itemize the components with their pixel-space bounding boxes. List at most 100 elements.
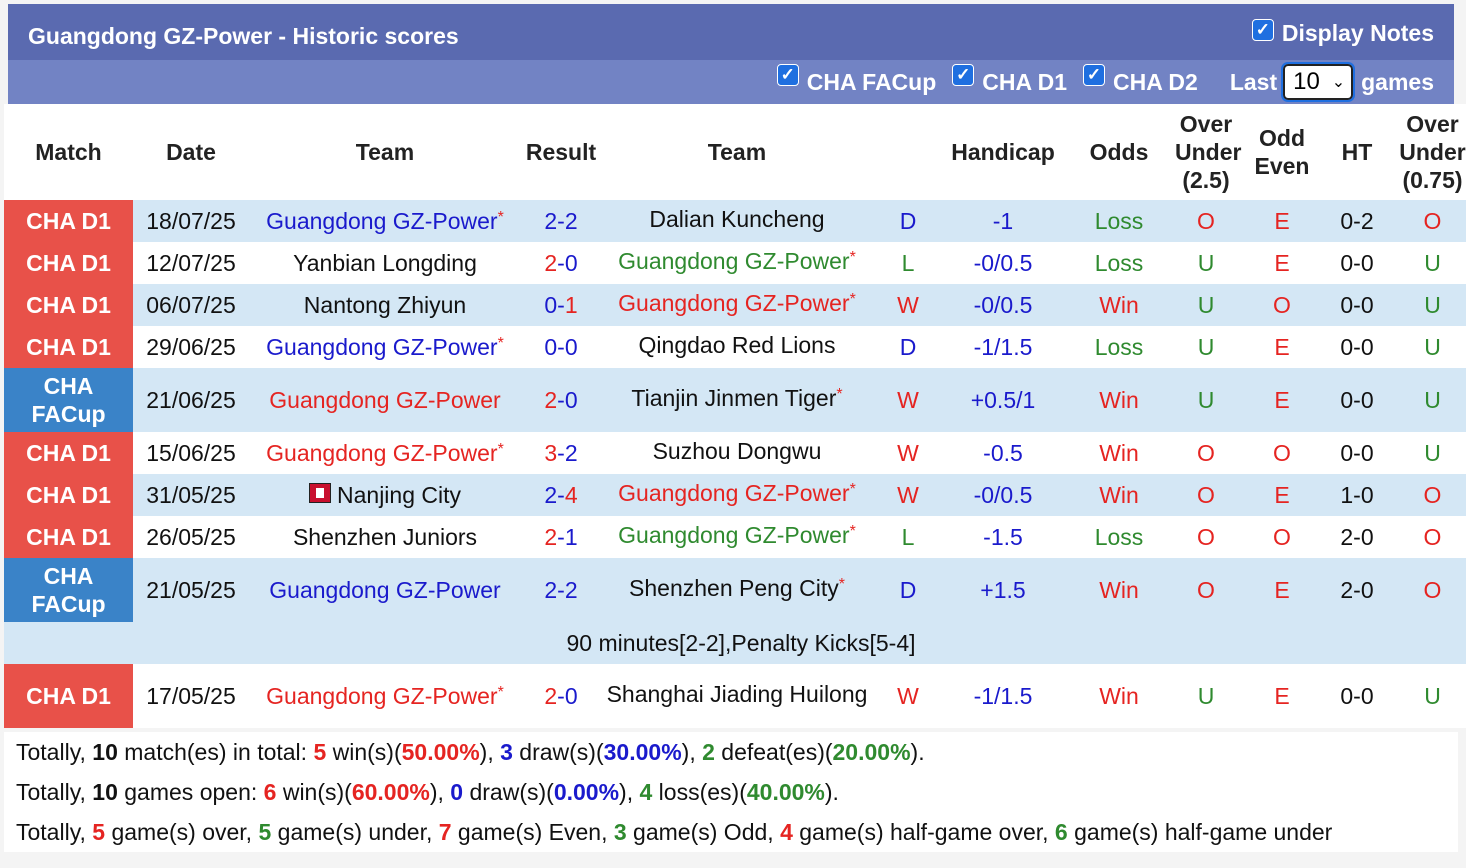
- result-cell[interactable]: 2-1: [521, 516, 601, 558]
- away-team-name[interactable]: Guangdong GZ-Power: [618, 480, 850, 506]
- col-match: Match: [4, 104, 133, 200]
- home-team-cell[interactable]: Guangdong GZ-Power*: [249, 200, 521, 242]
- filter-facup-checkbox[interactable]: ✓: [776, 64, 799, 86]
- home-team-name[interactable]: Guangdong GZ-Power: [266, 682, 498, 709]
- away-team-cell[interactable]: Guangdong GZ-Power*: [601, 516, 873, 558]
- handicap-cell: -0/0.5: [943, 474, 1063, 516]
- away-team-name[interactable]: Qingdao Red Lions: [638, 332, 836, 358]
- league-cell[interactable]: CHA D1: [4, 326, 133, 368]
- league-cell[interactable]: CHA D1: [4, 664, 133, 728]
- league-cell[interactable]: CHA D1: [4, 284, 133, 326]
- away-star: *: [849, 481, 856, 498]
- match-note-row: 90 minutes[2-2],Penalty Kicks[5-4]: [4, 622, 1466, 664]
- over-under-cell: U: [1175, 368, 1237, 432]
- away-team-cell[interactable]: Shanghai Jiading Huilong: [601, 664, 873, 728]
- away-team-cell[interactable]: Guangdong GZ-Power*: [601, 284, 873, 326]
- away-team-cell[interactable]: Guangdong GZ-Power*: [601, 242, 873, 284]
- home-team-cell[interactable]: Yanbian Longding: [249, 242, 521, 284]
- result-cell[interactable]: 0-0: [521, 326, 601, 368]
- home-team-name[interactable]: Guangdong GZ-Power: [266, 439, 498, 466]
- result-cell[interactable]: 2-2: [521, 558, 601, 622]
- home-team-name[interactable]: Guangdong GZ-Power: [269, 386, 501, 413]
- home-team-cell[interactable]: Nantong Zhiyun: [249, 284, 521, 326]
- away-team-name[interactable]: Dalian Kuncheng: [649, 206, 825, 232]
- league-cell[interactable]: CHA D1: [4, 474, 133, 516]
- league-cell[interactable]: CHA FACup: [4, 558, 133, 622]
- over-under-ht-cell: U: [1387, 368, 1466, 432]
- home-team-cell[interactable]: Guangdong GZ-Power: [249, 368, 521, 432]
- away-team-cell[interactable]: Suzhou Dongwu: [601, 432, 873, 474]
- panel-title: Guangdong GZ-Power - Historic scores: [28, 23, 459, 49]
- table-row[interactable]: CHA D1 06/07/25 Nantong Zhiyun 0-1 Guangdong…: [4, 284, 1466, 326]
- games-count-select[interactable]: 10 ⌄: [1281, 62, 1356, 102]
- league-cell[interactable]: CHA D1: [4, 242, 133, 284]
- over-under-ht-cell: O: [1387, 516, 1466, 558]
- away-team-name[interactable]: Shanghai Jiading Huilong: [606, 681, 868, 707]
- table-row[interactable]: CHA D1 15/06/25 Guangdong GZ-Power* 3-2 Suzh…: [4, 432, 1466, 474]
- table-row[interactable]: CHA D1 18/07/25 Guangdong GZ-Power* 2-2 Dali…: [4, 200, 1466, 242]
- home-team-cell[interactable]: Shenzhen Juniors: [249, 516, 521, 558]
- away-team-cell[interactable]: Dalian Kuncheng: [601, 200, 873, 242]
- table-row[interactable]: CHA D1 12/07/25 Yanbian Longding 2-0 Guangdo…: [4, 242, 1466, 284]
- result-cell[interactable]: 2-4: [521, 474, 601, 516]
- table-row[interactable]: CHA FACup 21/06/25 Guangdong GZ-Power 2-0 Ti…: [4, 368, 1466, 432]
- col-odd-even: Odd Even: [1237, 104, 1327, 200]
- home-team-cell[interactable]: Nanjing City: [249, 474, 521, 516]
- result-cell[interactable]: 3-2: [521, 432, 601, 474]
- panel-header: Guangdong GZ-Power - Historic scores ✓ D…: [8, 4, 1454, 60]
- table-row[interactable]: CHA D1 17/05/25 Guangdong GZ-Power* 2-0 Shan…: [4, 664, 1466, 728]
- home-team-cell[interactable]: Guangdong GZ-Power*: [249, 432, 521, 474]
- over-under-cell: U: [1175, 242, 1237, 284]
- home-team-cell[interactable]: Guangdong GZ-Power: [249, 558, 521, 622]
- display-notes-toggle[interactable]: ✓ Display Notes: [1251, 18, 1434, 47]
- filter-d1-checkbox[interactable]: ✓: [952, 64, 975, 86]
- over-under-ht-cell: U: [1387, 326, 1466, 368]
- league-cell[interactable]: CHA D1: [4, 200, 133, 242]
- home-team-name[interactable]: Guangdong GZ-Power: [269, 576, 501, 603]
- league-cell[interactable]: CHA D1: [4, 432, 133, 474]
- home-team-name[interactable]: Guangdong GZ-Power: [266, 333, 498, 360]
- away-team-name[interactable]: Guangdong GZ-Power: [618, 290, 850, 316]
- display-notes-checkbox[interactable]: ✓: [1251, 18, 1274, 41]
- away-score: 0: [564, 386, 578, 413]
- away-team-cell[interactable]: Qingdao Red Lions: [601, 326, 873, 368]
- home-team-name[interactable]: Yanbian Longding: [293, 249, 477, 276]
- result-cell[interactable]: 2-0: [521, 242, 601, 284]
- result-cell[interactable]: 2-0: [521, 664, 601, 728]
- result-cell[interactable]: 2-0: [521, 368, 601, 432]
- away-team-name[interactable]: Tianjin Jinmen Tiger: [631, 385, 837, 411]
- home-team-name[interactable]: Nantong Zhiyun: [303, 291, 467, 318]
- home-team-name[interactable]: Shenzhen Juniors: [292, 523, 478, 550]
- wl-cell: W: [873, 432, 943, 474]
- home-team-cell[interactable]: Guangdong GZ-Power*: [249, 326, 521, 368]
- league-cell[interactable]: CHA D1: [4, 516, 133, 558]
- away-team-name[interactable]: Suzhou Dongwu: [652, 438, 822, 464]
- away-star: *: [836, 386, 843, 403]
- home-team-name[interactable]: Guangdong GZ-Power: [266, 207, 498, 234]
- away-team-name[interactable]: Guangdong GZ-Power: [618, 248, 850, 274]
- table-row[interactable]: CHA D1 31/05/25 Nanjing City 2-4 Guangdong G…: [4, 474, 1466, 516]
- away-team-cell[interactable]: Guangdong GZ-Power*: [601, 474, 873, 516]
- away-team-name[interactable]: Shenzhen Peng City: [629, 575, 839, 601]
- filter-bar: ✓ CHA FACup ✓ CHA D1 ✓ CHA D2 Last 10 ⌄ …: [8, 60, 1454, 104]
- away-team-name[interactable]: Guangdong GZ-Power: [618, 522, 850, 548]
- ht-cell: 2-0: [1327, 558, 1387, 622]
- odds-cell: Loss: [1063, 516, 1175, 558]
- chevron-down-icon: ⌄: [1331, 74, 1346, 91]
- away-team-cell[interactable]: Tianjin Jinmen Tiger*: [601, 368, 873, 432]
- home-team-cell[interactable]: Guangdong GZ-Power*: [249, 664, 521, 728]
- result-cell[interactable]: 2-2: [521, 200, 601, 242]
- home-team-name[interactable]: Nanjing City: [337, 481, 461, 508]
- result-cell[interactable]: 0-1: [521, 284, 601, 326]
- table-row[interactable]: CHA D1 29/06/25 Guangdong GZ-Power* 0-0 Qing…: [4, 326, 1466, 368]
- table-row[interactable]: CHA FACup 21/05/25 Guangdong GZ-Power 2-2 Sh…: [4, 558, 1466, 622]
- over-under-ht-cell: U: [1387, 432, 1466, 474]
- league-cell[interactable]: CHA FACup: [4, 368, 133, 432]
- away-score: 2: [564, 439, 578, 466]
- away-team-cell[interactable]: Shenzhen Peng City*: [601, 558, 873, 622]
- filter-d2-checkbox[interactable]: ✓: [1083, 64, 1106, 86]
- col-away-team: Team: [601, 104, 873, 200]
- date-cell: 21/06/25: [133, 368, 249, 432]
- col-home-team: Team: [249, 104, 521, 200]
- table-row[interactable]: CHA D1 26/05/25 Shenzhen Juniors 2-1 Guangdo…: [4, 516, 1466, 558]
